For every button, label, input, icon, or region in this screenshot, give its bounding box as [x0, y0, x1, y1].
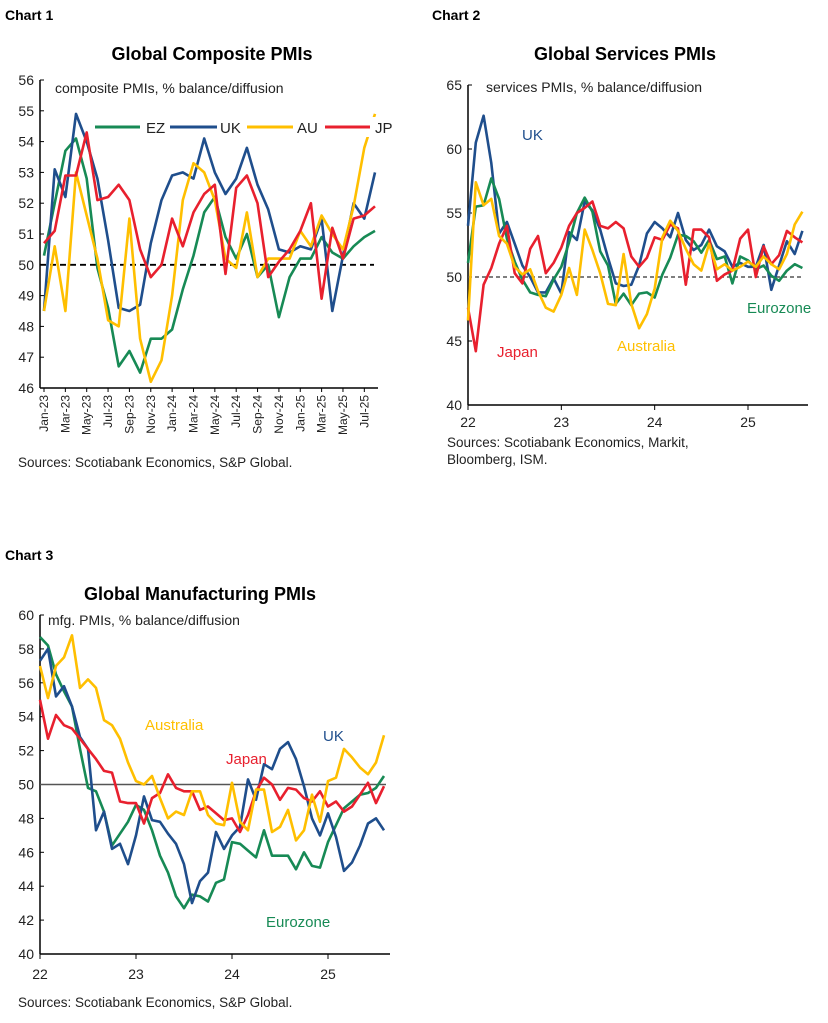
y-tick-label: 52: [18, 743, 34, 759]
y-tick-label: 40: [446, 397, 462, 413]
y-tick-label: 47: [18, 349, 34, 365]
y-tick-label: 46: [18, 380, 34, 396]
x-tick-label: Nov-23: [144, 395, 158, 434]
x-tick-label: Sep-24: [251, 395, 265, 434]
y-tick-label: 44: [18, 878, 34, 894]
y-tick-label: 54: [18, 709, 34, 725]
x-tick-label: 24: [647, 414, 663, 430]
series-label-japan: Japan: [497, 344, 538, 361]
y-tick-label: 46: [18, 844, 34, 860]
chart-title: Global Manufacturing PMIs: [84, 584, 316, 604]
y-tick-label: 54: [18, 134, 34, 150]
y-tick-label: 56: [18, 72, 34, 88]
x-tick-label: 24: [224, 966, 240, 982]
series-label-uk: UK: [522, 127, 543, 144]
y-tick-label: 55: [18, 103, 34, 119]
legend-background: [92, 117, 377, 137]
x-tick-label: May-25: [336, 395, 350, 435]
x-tick-label: Jan-25: [293, 395, 307, 432]
legend-label-uk: UK: [220, 120, 241, 137]
series-line-uk: [466, 114, 804, 295]
y-tick-label: 65: [446, 77, 462, 93]
x-tick-label: Sep-23: [122, 395, 136, 434]
x-tick-label: 23: [128, 966, 144, 982]
series-line-australia: [38, 633, 386, 842]
legend: EZ UK AU JP: [92, 117, 393, 137]
y-tick-label: 48: [18, 318, 34, 334]
y-tick-label: 53: [18, 164, 34, 180]
series-label-australia: Australia: [617, 338, 676, 355]
y-tick-label: 51: [18, 226, 34, 242]
source-note: Sources: Scotiabank Economics, S&P Globa…: [18, 995, 292, 1010]
x-tick-label: 25: [320, 966, 336, 982]
series-line-eurozone: [466, 177, 803, 307]
y-tick-label: 50: [18, 777, 34, 793]
chart-2: Chart 2 Global Services PMIs services PMIs…: [432, 7, 811, 467]
x-tick-label: Jul-23: [101, 395, 115, 428]
source-note: Sources: Scotiabank Economics, S&P Globa…: [18, 455, 292, 470]
x-tick-label: May-24: [208, 395, 222, 435]
legend-label-au: AU: [297, 120, 318, 137]
x-tick-label: Nov-24: [272, 395, 286, 434]
y-tick-label: 40: [18, 946, 34, 962]
series-line-australia: [466, 181, 804, 330]
legend-label-ez: EZ: [146, 120, 165, 137]
y-tick-label: 56: [18, 675, 34, 691]
y-tick-label: 45: [446, 333, 462, 349]
chart-subtitle: mfg. PMIs, % balance/diffusion: [48, 612, 240, 628]
x-tick-label: May-23: [80, 395, 94, 435]
y-tick-label: 55: [446, 205, 462, 221]
source-note: Bloomberg, ISM.: [447, 452, 548, 467]
x-tick-label: Jan-23: [37, 395, 51, 432]
x-tick-label: Mar-25: [315, 395, 329, 433]
y-tick-label: 50: [18, 257, 34, 273]
chart-1: Chart 1 Global Composite PMIs composite PM…: [5, 7, 393, 470]
y-tick-label: 58: [18, 641, 34, 657]
series-line-eurozone: [39, 636, 386, 910]
x-tick-label: 25: [740, 414, 756, 430]
chart-label: Chart 1: [5, 7, 53, 23]
chart-3: Chart 3 Global Manufacturing PMIs mfg. PMI…: [5, 547, 390, 1010]
y-tick-label: 50: [446, 269, 462, 285]
x-tick-label: Jul-24: [229, 395, 243, 428]
series-line-japan: [38, 699, 386, 834]
legend-label-jp: JP: [375, 120, 393, 137]
x-tick-label: 23: [554, 414, 570, 430]
chart-title: Global Composite PMIs: [111, 44, 312, 64]
y-tick-label: 49: [18, 288, 34, 304]
y-tick-label: 60: [18, 607, 34, 623]
source-note: Sources: Scotiabank Economics, Markit,: [447, 435, 689, 450]
series-line-jp: [43, 131, 376, 301]
y-tick-label: 42: [18, 912, 34, 928]
series-line-au: [42, 113, 377, 384]
x-tick-label: Jul-25: [357, 395, 371, 428]
x-tick-label: 22: [32, 966, 48, 982]
chart-label: Chart 3: [5, 547, 53, 563]
chart-subtitle: services PMIs, % balance/diffusion: [486, 79, 702, 95]
series-label-uk: UK: [323, 728, 344, 745]
series-label-japan: Japan: [226, 751, 267, 768]
y-tick-label: 60: [446, 141, 462, 157]
y-tick-label: 52: [18, 195, 34, 211]
series-line-uk: [38, 647, 386, 905]
series-label-eurozone: Eurozone: [266, 914, 330, 931]
chart-title: Global Services PMIs: [534, 44, 716, 64]
series-label-australia: Australia: [145, 717, 204, 734]
x-tick-label: Mar-24: [186, 395, 200, 433]
series-label-eurozone: Eurozone: [747, 300, 811, 317]
x-tick-label: 22: [460, 414, 476, 430]
x-tick-label: Mar-23: [58, 395, 72, 433]
x-tick-label: Jan-24: [165, 395, 179, 432]
series-line-japan: [466, 200, 804, 353]
chart-subtitle: composite PMIs, % balance/diffusion: [55, 80, 284, 96]
y-tick-label: 48: [18, 810, 34, 826]
chart-label: Chart 2: [432, 7, 480, 23]
